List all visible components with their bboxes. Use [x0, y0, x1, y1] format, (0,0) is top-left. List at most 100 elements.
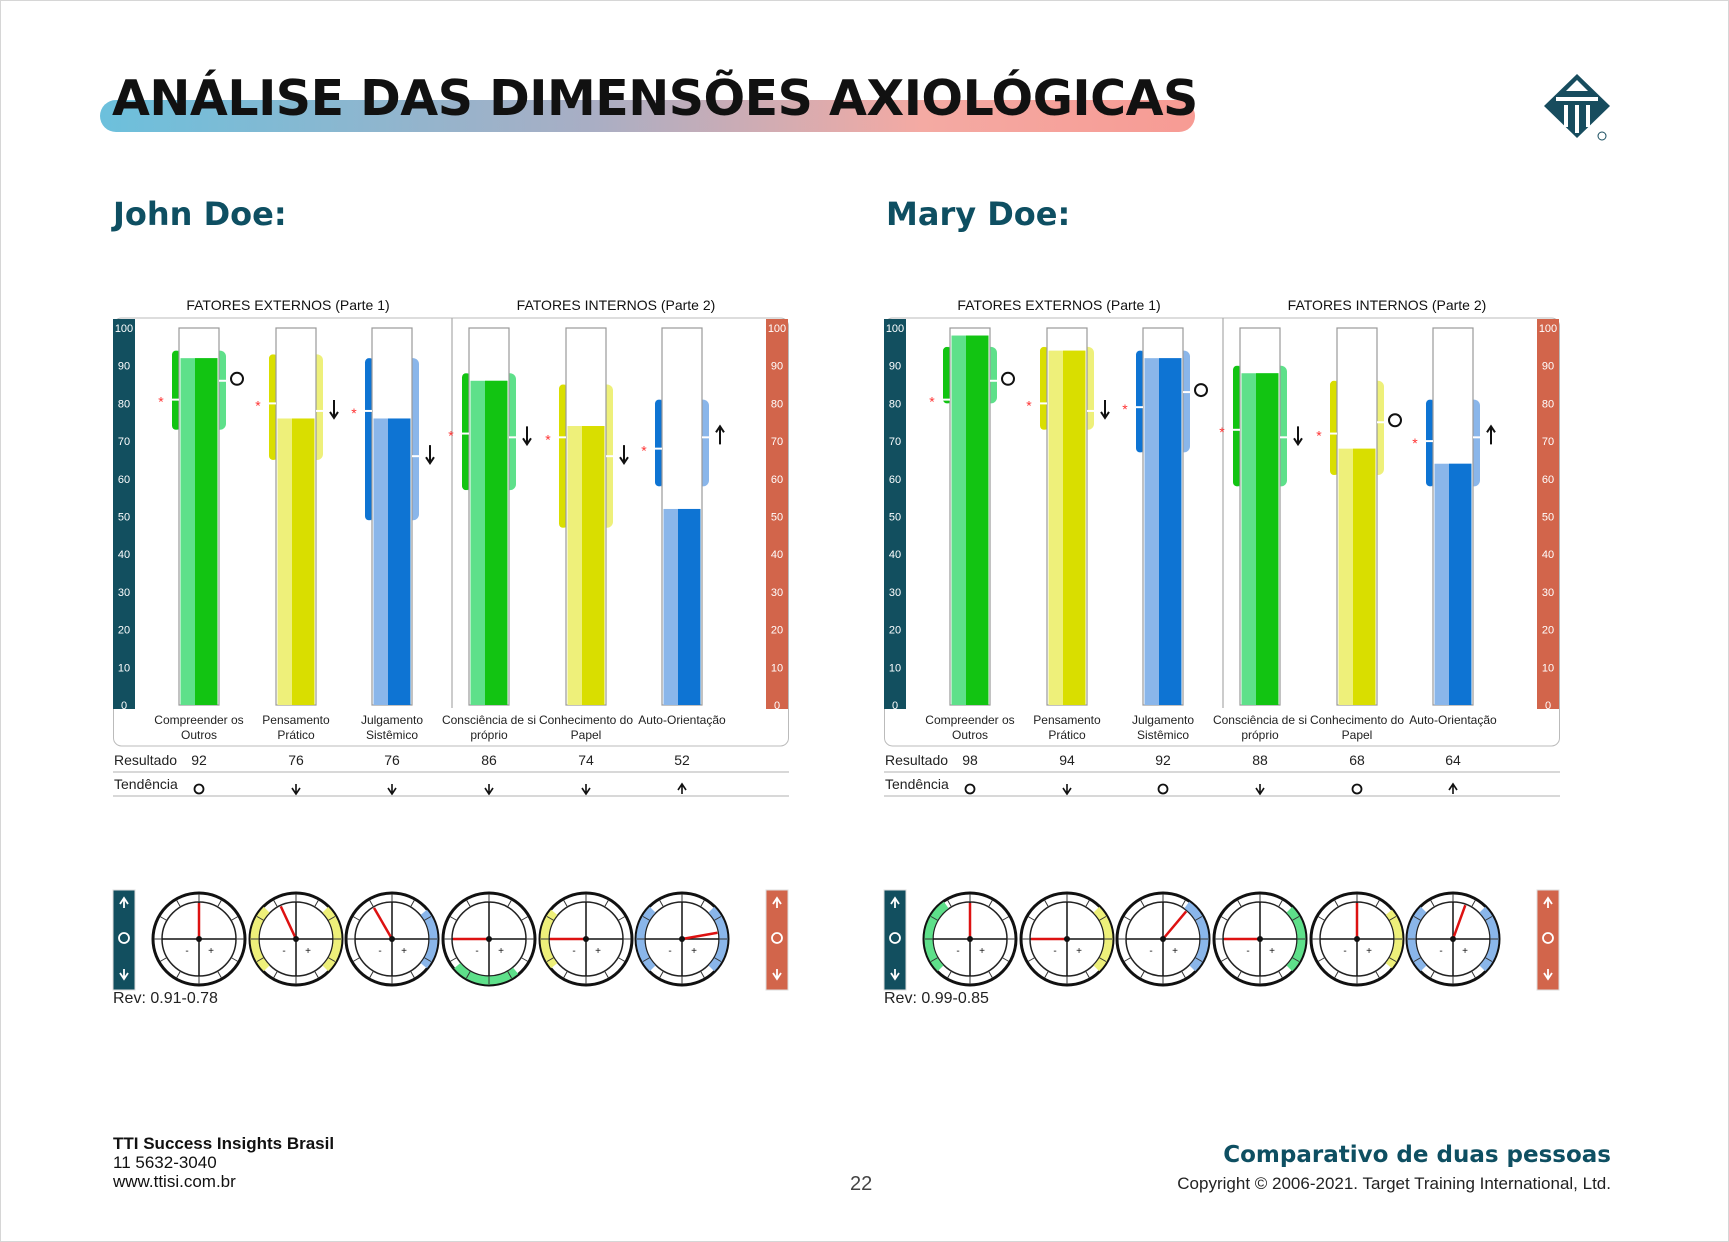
dial-plus-sign: + [691, 946, 697, 957]
dial-tick [230, 957, 239, 962]
dial-tick [617, 916, 626, 921]
trend-row-icon [1351, 783, 1363, 795]
dial-tick [369, 970, 374, 979]
down-arrow-icon [890, 969, 900, 981]
mary-axiological-chart: FATORES EXTERNOS (Parte 1) FATORES INTERN… [883, 297, 1560, 991]
norm-band-edge [943, 346, 951, 404]
dial-tick [256, 957, 265, 962]
dial-tick [176, 970, 181, 979]
dial-tick [1085, 970, 1090, 979]
category-label-line: Auto-Orientação [638, 713, 726, 727]
left-tick-label: 60 [889, 474, 901, 486]
dial-tick [423, 957, 432, 962]
category-label: Consciência de si próprio [1213, 713, 1307, 742]
mary-axiological-panel: FATORES EXTERNOS (Parte 1) FATORES INTERN… [883, 297, 1564, 1020]
category-label: Pensamento Prático [1033, 713, 1101, 742]
norm-band-edge [1136, 350, 1144, 453]
left-tick-label: 0 [121, 700, 127, 712]
dial-tick [230, 916, 239, 921]
right-tick-label: 100 [1539, 323, 1557, 335]
left-trend-legend [112, 889, 136, 991]
result-value: 88 [1252, 752, 1268, 768]
right-scale-axis [766, 319, 788, 709]
trend-row-label: Tendência [885, 776, 949, 792]
dial-hub [293, 936, 299, 942]
trend-dial-icon: - + [538, 891, 634, 987]
dial-tick [1388, 916, 1397, 921]
result-value: 92 [1155, 752, 1171, 768]
category-label-line: próprio [470, 728, 508, 742]
circle-icon [771, 932, 783, 944]
trend-legend-bar [1536, 889, 1560, 991]
norm-band-edge [1040, 346, 1048, 430]
dial-tick [546, 957, 555, 962]
copyright: Copyright © 2006-2021. Target Training I… [1177, 1174, 1611, 1193]
category-label: Pensamento Prático [262, 713, 330, 742]
result-value: 68 [1349, 752, 1365, 768]
norm-band-edge [269, 354, 277, 460]
category-label-line: Julgamento [361, 713, 423, 727]
dial-color-band [1184, 901, 1209, 972]
dial-tick [520, 957, 529, 962]
footer-website-link[interactable]: www.ttisi.com.br [113, 1172, 236, 1191]
trend-indicator-icon [1293, 426, 1303, 447]
dial-hub [1354, 936, 1360, 942]
right-tick-label: 40 [1542, 549, 1554, 561]
dial-plus-sign: + [1269, 946, 1275, 957]
dial-tick [1317, 957, 1326, 962]
category-label-line: Sistêmico [366, 728, 418, 742]
dial-tick [1194, 916, 1203, 921]
trend-row-icon [291, 784, 301, 796]
dial-tick [988, 970, 993, 979]
category-label: Auto-Orientação [1409, 713, 1497, 727]
dial-tick [352, 957, 361, 962]
category-label-line: Pensamento [1033, 713, 1101, 727]
dial-needle [1162, 910, 1188, 940]
right-tick-label: 10 [1542, 662, 1554, 674]
dial-minus-sign: - [475, 946, 478, 957]
tti-diamond-logo-icon [1542, 72, 1612, 149]
trend-indicator-icon [425, 445, 435, 465]
dial-tick [659, 970, 664, 979]
dial-tick [1044, 970, 1049, 979]
dial-needle [681, 931, 718, 941]
norm-star-marker: * [1316, 428, 1322, 444]
category-label-line: Prático [277, 728, 315, 742]
dial-tick [449, 957, 458, 962]
right-tick-label: 70 [1542, 436, 1554, 448]
left-tick-label: 70 [889, 436, 901, 448]
result-value: 76 [384, 752, 400, 768]
left-tick-label: 50 [889, 512, 901, 524]
dial-tick [256, 916, 265, 921]
trend-row-icon [581, 784, 591, 796]
trend-indicator-icon [329, 399, 339, 420]
dial-plus-sign: + [595, 946, 601, 957]
dial-hub [389, 936, 395, 942]
trend-dial-icon: - + [634, 891, 730, 987]
dial-hub [583, 936, 589, 942]
left-tick-label: 100 [115, 323, 133, 335]
norm-star-marker: * [351, 405, 357, 421]
category-label-line: Auto-Orientação [1409, 713, 1497, 727]
category-label: Conhecimento do Papel [1310, 713, 1404, 742]
dial-tick [713, 916, 722, 921]
norm-star-marker: * [641, 443, 647, 459]
right-trend-legend [1536, 889, 1560, 991]
value-bar-core [292, 418, 315, 705]
category-label-line: Compreender os [925, 713, 1014, 727]
category-label-line: Prático [1048, 728, 1086, 742]
dial-plus-sign: + [208, 946, 214, 957]
norm-star-marker: * [448, 428, 454, 444]
dial-color-band [924, 901, 949, 972]
dial-tick [273, 970, 278, 979]
dial-tick [507, 899, 512, 908]
dial-minus-sign: - [282, 946, 285, 957]
norm-band-edge [365, 358, 373, 521]
left-tick-label: 10 [118, 662, 130, 674]
category-label-line: Outros [181, 728, 217, 742]
dial-tick [1317, 916, 1326, 921]
category-label-line: Pensamento [262, 713, 330, 727]
